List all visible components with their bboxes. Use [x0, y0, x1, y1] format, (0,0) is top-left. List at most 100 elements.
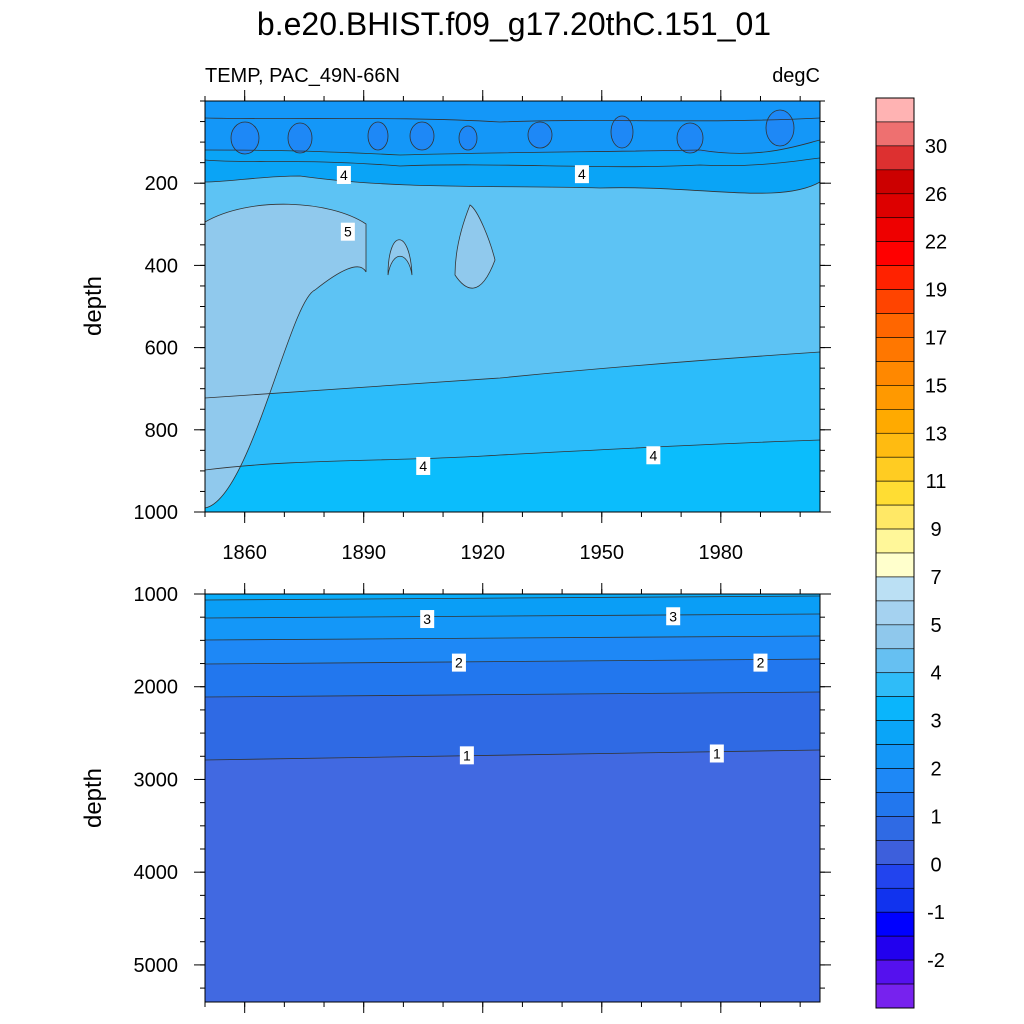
- contour-label: 3: [666, 607, 681, 626]
- variable-subtitle: TEMP, PAC_49N-66N: [205, 65, 400, 87]
- contour-label-box: [709, 744, 724, 763]
- colorbar: 30 26 22 19 17 15 13 11 9 7 5 4 3 2 1 0 -1 -2: [875, 97, 947, 1009]
- colorbar-label: 22: [925, 232, 947, 254]
- colorbar-label: 7: [930, 567, 941, 589]
- x-tick-label: 1950: [580, 542, 625, 564]
- colorbar-swatch: [875, 600, 915, 626]
- contour-label-box: [416, 456, 431, 475]
- contour-label: 5: [340, 222, 355, 241]
- colorbar-swatch: [875, 361, 915, 386]
- colorbar-swatch: [875, 744, 915, 769]
- colorbar-label: 13: [925, 423, 947, 445]
- lower-x-axis: [204, 583, 801, 1013]
- colorbar-label: 4: [930, 663, 941, 685]
- contour-label: 1: [709, 744, 724, 763]
- colorbar-swatch: [875, 121, 915, 147]
- colorbar-label: 2: [930, 759, 941, 781]
- upper-contour-lines: [204, 109, 821, 509]
- contour-label: 4: [336, 165, 351, 184]
- colorbar-swatch: [875, 768, 915, 793]
- x-tick-label: 1860: [222, 542, 267, 564]
- contour-label: 4: [416, 456, 431, 475]
- x-tick-label: 1980: [699, 542, 744, 564]
- colorbar-label: -2: [927, 950, 945, 972]
- y-tick-label: 1000: [134, 502, 179, 524]
- colorbar-swatch: [875, 97, 915, 123]
- contour-label-text: 1: [463, 747, 471, 763]
- y-tick-label: 600: [145, 338, 178, 360]
- contour-label: 1: [459, 746, 474, 765]
- contour-label: 4: [574, 165, 589, 184]
- contour-label-text: 5: [344, 224, 352, 240]
- colorbar-swatch: [875, 720, 915, 745]
- colorbar-swatch: [875, 959, 915, 985]
- colorbar-swatch: [875, 816, 915, 841]
- x-tick-label: 1890: [341, 542, 386, 564]
- colorbar-label: 5: [930, 615, 941, 637]
- colorbar-swatch: [875, 552, 915, 578]
- colorbar-swatch: [875, 432, 915, 458]
- colorbar-label: 19: [925, 280, 947, 302]
- colorbar-swatch: [875, 792, 915, 817]
- contour-label-text: 3: [669, 608, 677, 624]
- colorbar-swatch: [875, 145, 915, 171]
- colorbar-swatch: [875, 864, 915, 889]
- contour-label-text: 4: [340, 167, 348, 183]
- colorbar-label: 0: [930, 854, 941, 876]
- colorbar-label: -1: [927, 902, 945, 924]
- colorbar-swatch: [875, 456, 915, 482]
- colorbar-swatch: [875, 289, 915, 314]
- colorbar-swatch: [875, 840, 915, 865]
- y-tick-label: 4000: [134, 862, 179, 884]
- contour-label-box: [646, 446, 661, 465]
- colorbar-swatch: [875, 648, 915, 674]
- lower-y-axis-label: depth: [80, 768, 107, 828]
- colorbar-swatch: [875, 217, 915, 242]
- colorbar-swatch: [875, 983, 915, 1009]
- colorbar-label: 30: [925, 136, 947, 158]
- contour-label-text: 2: [455, 655, 463, 671]
- contour-label-text: 4: [578, 166, 586, 182]
- y-tick-label: 400: [145, 255, 178, 277]
- colorbar-label: 1: [930, 806, 941, 828]
- lower-contour-fill: [205, 594, 820, 1002]
- colorbar-label: 11: [926, 471, 947, 493]
- colorbar-label: 26: [925, 184, 947, 206]
- y-tick-label: 3000: [134, 769, 179, 791]
- upper-y-axis: 200 400 600 800 1000: [134, 100, 831, 524]
- lower-panel: 3 3 2 2 1 1 1000 2000 3000 4000 5000 depth: [80, 583, 831, 1013]
- upper-y-axis-label: depth: [80, 276, 107, 336]
- contour-label-box: [574, 165, 589, 184]
- units-subtitle: degC: [772, 65, 820, 87]
- contour-label-text: 2: [757, 655, 765, 671]
- y-tick-label: 5000: [134, 955, 179, 977]
- colorbar-swatch: [875, 193, 915, 219]
- colorbar-label: 17: [925, 327, 947, 349]
- colorbar-swatch: [875, 624, 915, 650]
- contour-label: 4: [646, 446, 661, 465]
- colorbar-swatch: [875, 265, 915, 290]
- contour-label-box: [420, 610, 435, 629]
- colorbar-swatch: [875, 911, 915, 937]
- y-tick-label: 2000: [134, 677, 179, 699]
- contour-label-box: [459, 746, 474, 765]
- contour-label-box: [340, 222, 355, 241]
- colorbar-swatch: [875, 480, 915, 506]
- contour-label-box: [753, 653, 768, 672]
- y-tick-label: 800: [145, 420, 178, 442]
- colorbar-label: 15: [925, 375, 947, 397]
- colorbar-label: 9: [930, 519, 941, 541]
- y-tick-label: 200: [145, 173, 178, 195]
- colorbar-swatch: [875, 504, 915, 530]
- contour-label-text: 1: [713, 745, 721, 761]
- upper-contour-fill: [205, 101, 820, 512]
- contour-label-box: [451, 653, 466, 672]
- contour-label: 2: [451, 653, 466, 672]
- y-tick-label: 1000: [134, 584, 179, 606]
- contour-label-text: 4: [649, 447, 657, 463]
- colorbar-swatch: [875, 409, 915, 434]
- lower-plot-frame: [204, 593, 821, 1003]
- upper-contour-labels: 4 4 5 4 4: [336, 165, 661, 475]
